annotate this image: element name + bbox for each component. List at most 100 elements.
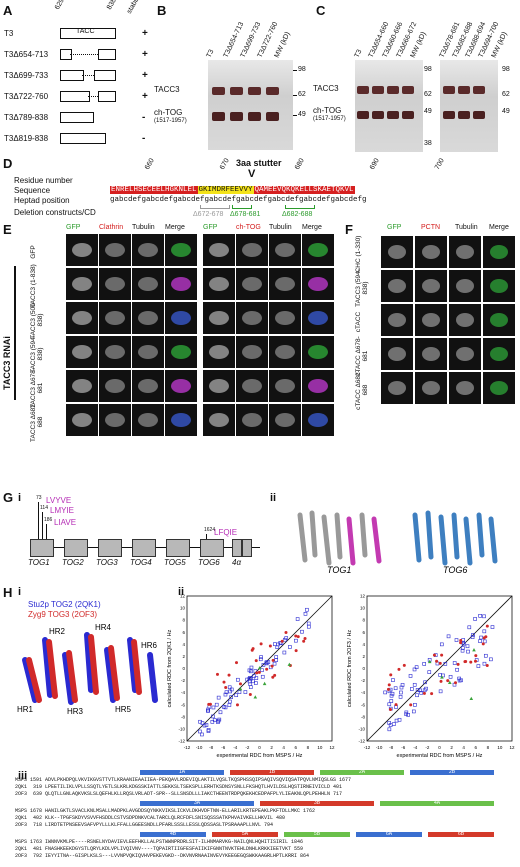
panel-label-e: E xyxy=(3,222,12,237)
micrograph-cell xyxy=(165,268,197,300)
data-point-red xyxy=(302,639,306,643)
data-point-blue xyxy=(422,688,427,693)
micrograph-signal xyxy=(275,413,295,427)
micrograph-signal xyxy=(72,277,92,291)
data-point-red xyxy=(227,673,231,677)
micrograph-cell xyxy=(99,370,131,402)
data-point-blue xyxy=(259,655,263,659)
data-point-blue xyxy=(274,655,279,659)
data-point-blue xyxy=(260,674,265,679)
micrograph-cell xyxy=(132,370,164,402)
panel-label-g: G xyxy=(3,490,14,505)
data-point-red xyxy=(409,703,413,707)
y-tick-label: 12 xyxy=(360,594,366,599)
micrograph-cell xyxy=(203,336,235,368)
data-point-blue xyxy=(415,688,420,692)
micrograph-cell xyxy=(449,236,481,268)
micrograph-signal xyxy=(209,311,229,325)
micrograph-cell xyxy=(66,370,98,402)
data-point-red xyxy=(255,671,259,675)
data-point-red xyxy=(469,660,473,664)
micrograph-signal xyxy=(242,277,262,291)
alignment-line: 2QK1 402 KLK--TPGFSKDYVSVVFHSDDLCSTVSDPD… xyxy=(15,815,286,821)
data-point-red xyxy=(257,670,261,674)
micrograph-cell xyxy=(165,404,197,436)
chtog-band xyxy=(357,111,369,119)
tog-domain-box xyxy=(64,539,88,557)
data-point-blue xyxy=(398,695,403,699)
alignment-line: MSPS 1763 IWNNVKMLPE----RSNELNYDAVIEVLEE… xyxy=(15,839,304,845)
micrograph-cell xyxy=(99,234,131,266)
data-point-red xyxy=(485,664,489,668)
sequence-red-1: ENRELHSECEELHGKNLEL xyxy=(110,186,198,194)
alignment-line: 2QK1 481 FNASHKEEKDGYSTLQRYLKDLVPLIVQIVN… xyxy=(15,846,304,852)
micrograph-signal xyxy=(242,243,262,257)
micrograph-signal xyxy=(490,347,508,361)
construct-box xyxy=(60,133,106,144)
data-point-green xyxy=(440,675,444,679)
data-point-green xyxy=(447,680,452,684)
row-label: TACC3 Δ682-688 xyxy=(30,402,44,442)
construct-box xyxy=(60,112,94,123)
micrograph-signal xyxy=(105,311,125,325)
panel-c-gel-2 xyxy=(440,60,498,152)
column-header: Clathrin xyxy=(99,224,124,231)
micrograph-cell xyxy=(415,372,447,404)
column-header: Tubulin xyxy=(132,224,155,231)
tacc3-band xyxy=(372,86,384,94)
tog6-structure-label: TOG6 xyxy=(443,565,467,575)
data-point-blue xyxy=(227,685,232,690)
deletion-bracket-3 xyxy=(285,205,315,209)
micrograph-cell xyxy=(302,336,334,368)
micrograph-signal xyxy=(490,313,508,327)
micrograph-signal xyxy=(308,277,328,291)
data-point-red xyxy=(296,635,300,639)
data-point-blue xyxy=(423,680,427,685)
motif-stem xyxy=(42,512,43,539)
y-tick-label: -12 xyxy=(358,739,365,744)
deletion-bracket-1 xyxy=(200,205,230,209)
micrograph-signal xyxy=(456,347,474,361)
tog-domain-label: TOG4 xyxy=(130,558,152,567)
micrograph-cell xyxy=(165,370,197,402)
x-tick-label: -4 xyxy=(413,745,417,750)
y-axis-label: calculated RDC from 2OF3 / Hz xyxy=(347,630,353,708)
alpha-box xyxy=(232,539,242,557)
data-point-red xyxy=(453,681,457,685)
data-point-blue xyxy=(206,709,210,713)
data-point-blue xyxy=(249,669,253,674)
data-point-blue xyxy=(216,695,221,700)
data-point-red xyxy=(294,634,298,638)
data-point-blue xyxy=(410,687,414,691)
lane-label: T3 xyxy=(353,48,364,59)
hr2-label: HR2 xyxy=(49,627,66,636)
data-point-blue xyxy=(252,674,256,678)
chtog-range: (1517-1957) xyxy=(313,116,346,122)
row-label: cTACC Δ682-688 xyxy=(355,370,369,410)
construct-box xyxy=(98,49,116,60)
data-point-blue xyxy=(413,703,417,707)
data-point-blue xyxy=(211,714,215,719)
data-point-blue xyxy=(282,650,287,655)
tog-domain-label: TOG1 xyxy=(28,558,50,567)
data-point-red xyxy=(446,679,450,683)
x-tick-label: -4 xyxy=(233,745,237,750)
data-point-blue xyxy=(283,637,287,642)
data-point-blue xyxy=(234,693,239,698)
panel-label-b: B xyxy=(157,3,167,18)
data-point-blue xyxy=(305,607,309,612)
micrograph-signal xyxy=(171,311,191,325)
lane-label: MW (kD) xyxy=(273,31,292,59)
x-tick-label: -8 xyxy=(209,745,213,750)
micrograph-cell xyxy=(449,338,481,370)
micrograph-signal xyxy=(171,243,191,257)
micrograph-cell xyxy=(449,304,481,336)
micrograph-cell xyxy=(381,372,413,404)
construct-name: T3 xyxy=(4,29,14,38)
motif-sequence: LVYVE xyxy=(46,496,72,505)
chtog-band xyxy=(372,111,384,119)
micrograph-cell xyxy=(203,404,235,436)
micrograph-cell xyxy=(381,270,413,302)
column-header: GFP xyxy=(66,224,81,231)
x-tick-label: -12 xyxy=(364,745,371,750)
